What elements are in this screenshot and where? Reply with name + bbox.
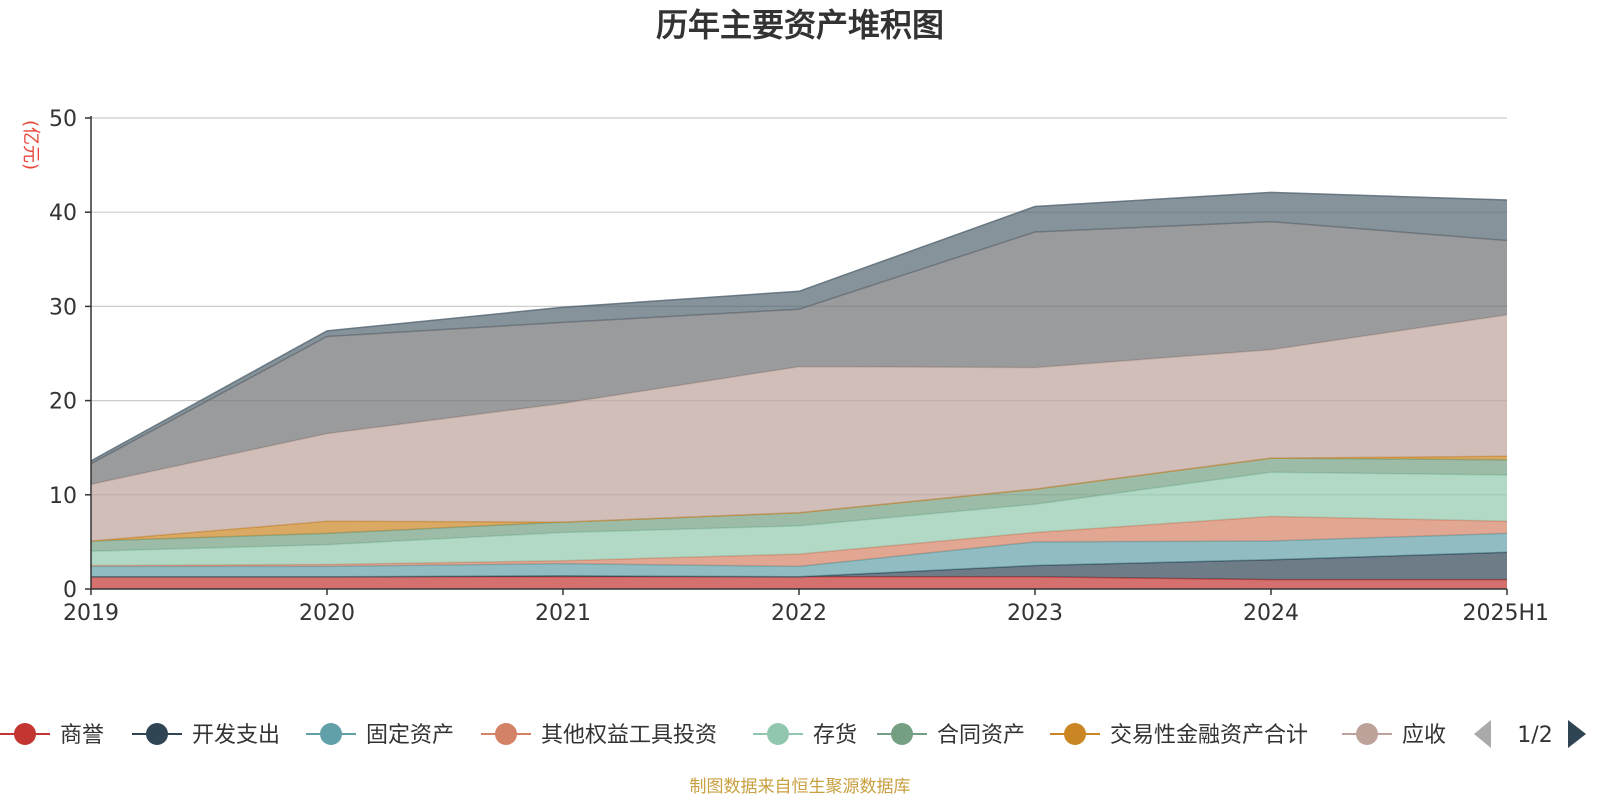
legend: 商誉 开发支出 固定资产 其他权益工具投资 存货 合同资产 交易性金融资产合计 应收 1/2 <box>0 720 1586 748</box>
area-series <box>90 191 1508 589</box>
y-tick-label: 0 <box>63 578 77 603</box>
legend-item[interactable]: 存货 <box>753 723 857 748</box>
legend-marker <box>146 723 168 745</box>
legend-label: 存货 <box>813 723 857 748</box>
y-tick-label: 10 <box>49 484 77 509</box>
legend-label: 合同资产 <box>937 723 1025 748</box>
legend-label: 其他权益工具投资 <box>541 723 717 748</box>
legend-prev-icon[interactable] <box>1474 720 1491 748</box>
data-source-note: 制图数据来自恒生聚源数据库 <box>690 777 911 797</box>
area-9[interactable] <box>91 192 1507 464</box>
legend-item[interactable]: 合同资产 <box>877 723 1025 748</box>
legend-item[interactable]: 应收 <box>1342 723 1446 748</box>
x-tick-label: 2023 <box>1007 601 1063 626</box>
area-4[interactable] <box>91 472 1507 566</box>
chart-title: 历年主要资产堆积图 <box>656 6 944 44</box>
legend-marker <box>1356 723 1378 745</box>
legend-label: 应收 <box>1402 723 1446 748</box>
area-2[interactable] <box>91 533 1507 577</box>
y-tick-label: 30 <box>49 295 77 320</box>
y-tick-label: 40 <box>49 201 77 226</box>
legend-item[interactable]: 其他权益工具投资 <box>481 723 717 748</box>
legend-marker <box>1064 723 1086 745</box>
legend-label: 开发支出 <box>192 723 280 748</box>
x-tick-label: 2024 <box>1243 601 1299 626</box>
x-tick-label: 2019 <box>63 601 119 626</box>
legend-marker <box>767 723 789 745</box>
legend-marker <box>495 723 517 745</box>
axes: 0 10 20 30 40 50 2019 2020 2021 2022 2023 2024 2025H… <box>49 107 1549 626</box>
area-0[interactable] <box>91 576 1507 589</box>
legend-marker <box>320 723 342 745</box>
area-7[interactable] <box>91 314 1507 541</box>
legend-label: 商誉 <box>60 723 104 748</box>
x-tick-label: 2021 <box>535 601 591 626</box>
x-tick-label: 2025H1 <box>1462 601 1549 626</box>
legend-next-icon[interactable] <box>1568 720 1586 748</box>
area-1[interactable] <box>91 552 1507 580</box>
y-tick-label: 50 <box>49 107 77 132</box>
area-6[interactable] <box>91 456 1507 541</box>
x-tick-label: 2022 <box>771 601 827 626</box>
legend-item[interactable]: 固定资产 <box>306 723 454 748</box>
area-3[interactable] <box>91 516 1507 567</box>
y-tick-label: 20 <box>49 390 77 415</box>
legend-page-indicator: 1/2 <box>1517 723 1552 748</box>
area-8[interactable] <box>91 221 1507 485</box>
y-axis-unit: (亿元) <box>20 120 41 170</box>
legend-item[interactable]: 商誉 <box>0 723 104 748</box>
legend-item[interactable]: 开发支出 <box>132 723 280 748</box>
legend-label: 固定资产 <box>366 723 454 748</box>
legend-marker <box>14 723 36 745</box>
legend-label: 交易性金融资产合计 <box>1110 723 1308 748</box>
legend-item[interactable]: 交易性金融资产合计 <box>1050 723 1308 748</box>
legend-marker <box>891 723 913 745</box>
area-top-line-9 <box>90 191 1508 462</box>
x-tick-label: 2020 <box>299 601 355 626</box>
